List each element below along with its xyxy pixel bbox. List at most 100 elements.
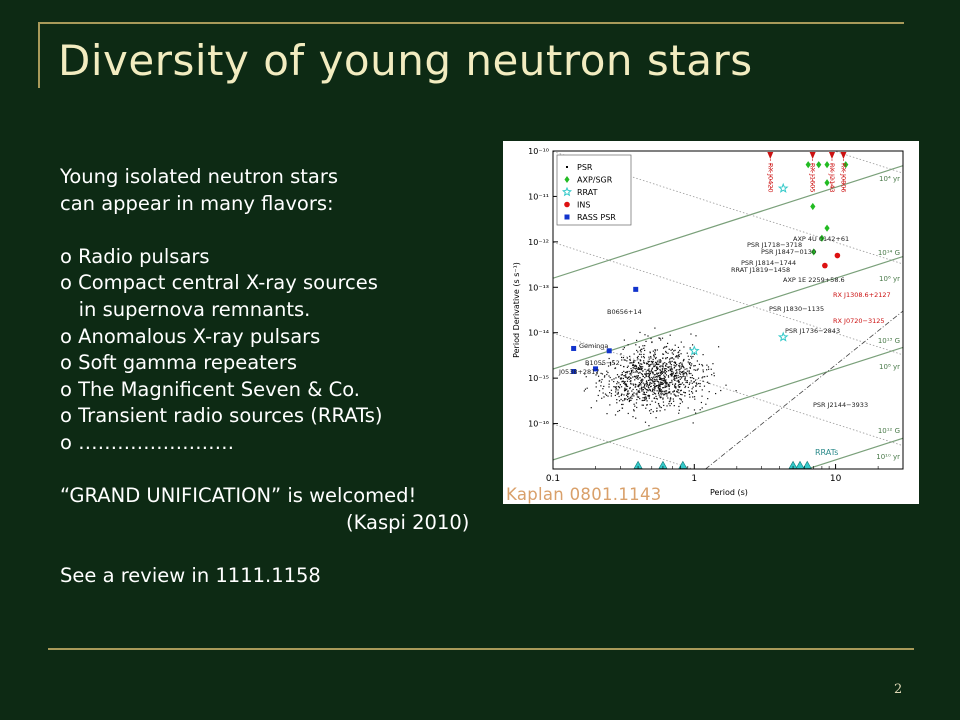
- psr-point: [617, 391, 619, 394]
- psr-point: [670, 402, 673, 405]
- psr-point: [650, 379, 653, 381]
- psr-point: [656, 378, 658, 380]
- review-line: See a review in 1111.1158: [60, 563, 321, 587]
- psr-point: [641, 399, 643, 402]
- psr-point: [690, 333, 692, 335]
- psr-point: [670, 367, 672, 369]
- psr-point: [666, 405, 668, 407]
- psr-point: [663, 346, 666, 348]
- psr-point: [636, 396, 639, 398]
- bottom-rule: [48, 648, 914, 650]
- psr-point: [630, 399, 632, 401]
- psr-point: [659, 388, 661, 390]
- psr-point: [678, 369, 680, 371]
- psr-point: [616, 402, 618, 404]
- psr-point: [663, 386, 665, 389]
- psr-point: [678, 365, 680, 367]
- psr-point: [617, 376, 620, 378]
- psr-point: [648, 384, 650, 386]
- axp-sgr-point: [819, 234, 825, 242]
- psr-point: [662, 398, 664, 400]
- psr-point: [645, 381, 648, 383]
- psr-point: [624, 390, 626, 392]
- psr-point: [667, 342, 669, 345]
- psr-point: [658, 394, 660, 396]
- psr-point: [673, 367, 675, 369]
- psr-point: [735, 390, 737, 392]
- psr-point: [662, 353, 665, 355]
- psr-point: [647, 335, 649, 337]
- psr-point: [675, 387, 677, 389]
- psr-point: [679, 362, 681, 364]
- psr-point: [658, 389, 660, 391]
- psr-point: [697, 377, 700, 379]
- psr-point: [694, 379, 697, 381]
- psr-point: [696, 369, 698, 371]
- psr-point: [601, 378, 603, 381]
- psr-point: [609, 392, 611, 394]
- psr-point: [674, 383, 677, 385]
- psr-point: [695, 385, 697, 387]
- psr-point: [650, 385, 652, 388]
- y-tick-label: 10⁻¹³: [528, 283, 549, 292]
- psr-point: [633, 409, 635, 411]
- psr-point: [656, 368, 658, 370]
- psr-point: [693, 369, 695, 371]
- psr-point: [617, 385, 620, 388]
- psr-point: [658, 388, 660, 390]
- psr-point: [710, 368, 712, 370]
- psr-point: [658, 376, 660, 378]
- psr-point: [657, 367, 659, 369]
- psr-point: [630, 383, 632, 385]
- psr-point: [650, 385, 652, 387]
- psr-point: [654, 350, 656, 352]
- psr-point: [662, 394, 665, 396]
- annotation-label: J0538+2817: [558, 368, 599, 376]
- psr-point: [674, 361, 676, 364]
- psr-point: [661, 379, 663, 381]
- psr-point: [676, 371, 678, 373]
- psr-point: [622, 356, 625, 359]
- psr-point: [667, 392, 670, 394]
- psr-point: [692, 377, 695, 380]
- psr-point: [666, 382, 668, 385]
- psr-point: [661, 383, 663, 385]
- legend-label: RRAT: [577, 188, 598, 197]
- axp-sgr-point: [811, 248, 817, 256]
- psr-point: [624, 387, 626, 389]
- psr-point: [689, 366, 691, 369]
- psr-point: [707, 398, 709, 400]
- psr-point: [686, 370, 688, 372]
- psr-point: [596, 400, 598, 402]
- psr-point: [653, 354, 655, 357]
- psr-point: [668, 391, 670, 393]
- psr-point: [682, 373, 684, 375]
- psr-point: [650, 408, 652, 411]
- psr-point: [679, 398, 681, 400]
- psr-point: [600, 381, 602, 383]
- psr-point: [675, 365, 677, 367]
- psr-point: [667, 385, 669, 387]
- psr-point: [674, 344, 676, 346]
- psr-point: [655, 375, 658, 378]
- psr-point: [654, 385, 656, 388]
- psr-point: [658, 403, 660, 405]
- psr-point: [628, 392, 630, 395]
- psr-point: [640, 382, 642, 384]
- psr-point: [620, 398, 622, 401]
- psr-point: [640, 353, 642, 356]
- psr-point: [658, 384, 660, 386]
- psr-point: [651, 376, 653, 379]
- psr-point: [669, 358, 671, 360]
- psr-point: [637, 368, 639, 371]
- psr-point: [632, 363, 634, 366]
- psr-point: [643, 347, 645, 349]
- psr-point: [656, 410, 658, 412]
- psr-point: [661, 371, 663, 373]
- psr-point: [670, 357, 672, 359]
- psr-point: [639, 391, 641, 393]
- psr-point: [615, 391, 617, 393]
- psr-point: [635, 402, 638, 404]
- psr-point: [688, 371, 690, 373]
- psr-point: [635, 370, 638, 372]
